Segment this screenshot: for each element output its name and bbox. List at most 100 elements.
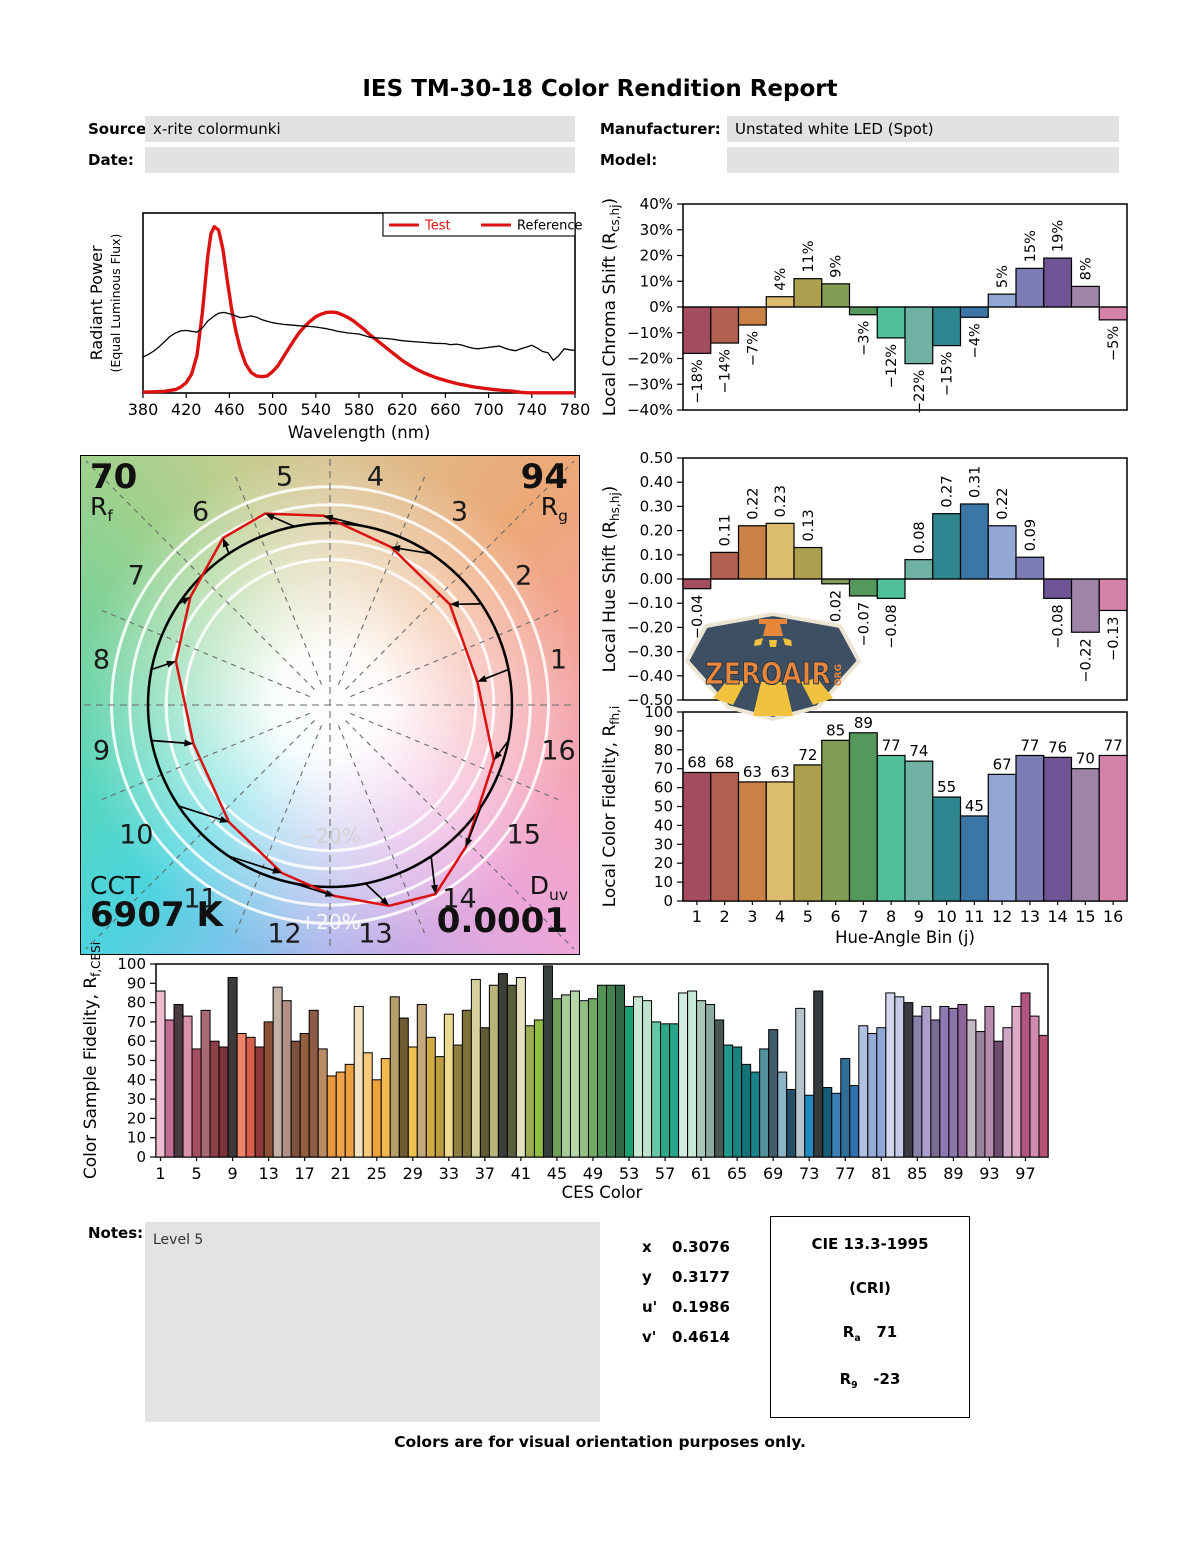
bar — [768, 1029, 779, 1158]
hue-bin-spoke — [98, 712, 310, 802]
hue-bin-number: 1 — [550, 645, 567, 676]
x-axis-label: Wavelength (nm) — [288, 423, 431, 442]
bar-value-label: −15% — [940, 352, 956, 396]
bar — [1070, 578, 1100, 633]
x-axis-label: CES Color — [562, 1183, 643, 1202]
bar — [452, 1044, 463, 1158]
hue-bin-number: 16 — [541, 735, 575, 766]
rg-label: Rg — [540, 492, 568, 525]
plus-20-label: +20% — [299, 910, 360, 934]
bar — [254, 1046, 265, 1158]
bar-value-label: 0.13 — [801, 509, 817, 541]
bar-value-label: 0.11 — [718, 514, 734, 546]
svg-text:80: 80 — [654, 741, 673, 759]
logo-org-text: ORG — [834, 664, 844, 686]
bar — [876, 306, 906, 339]
bar-value-label: 9% — [829, 255, 845, 278]
series-test — [142, 225, 575, 395]
bar — [710, 771, 740, 902]
hue-bin-spoke — [233, 725, 323, 937]
svg-text:Color Sample Fidelity, Rf,CESi: Color Sample Fidelity, Rf,CESi — [81, 942, 103, 1179]
bar — [682, 306, 712, 354]
arrow-head — [184, 739, 194, 747]
svg-text:Local Chroma Shift (Rcs,hj): Local Chroma Shift (Rcs,hj) — [600, 198, 622, 416]
bar — [793, 546, 823, 580]
bar-value-label: 55 — [937, 778, 956, 796]
shift-arrow — [497, 740, 510, 755]
svg-text:−20%: −20% — [627, 350, 673, 368]
bar-value-label: −0.13 — [1106, 616, 1122, 660]
bar — [497, 973, 508, 1158]
bar-value-label: −0.08 — [884, 604, 900, 648]
rg-score-block: 94 Rg — [521, 460, 568, 525]
bar — [551, 998, 562, 1158]
bar — [741, 1063, 752, 1158]
svg-text:0: 0 — [663, 892, 673, 910]
svg-text:0: 0 — [136, 1148, 146, 1166]
hue-bin-spoke — [345, 720, 575, 950]
bar — [813, 990, 824, 1158]
bar — [227, 977, 238, 1158]
notes-text: Level 5 — [153, 1232, 204, 1248]
cri-subtitle: (CRI) — [849, 1279, 891, 1297]
svg-text:−40%: −40% — [627, 401, 673, 419]
svg-text:40: 40 — [654, 816, 673, 834]
cct-block: CCT 6907 K — [90, 873, 223, 932]
svg-text:30: 30 — [127, 1090, 146, 1108]
bar — [317, 1048, 328, 1158]
svg-text:10: 10 — [936, 907, 956, 926]
bar-value-label: −5% — [1106, 326, 1122, 361]
bar — [236, 1032, 247, 1158]
arrow-head — [219, 816, 229, 823]
chromaticity-row: v' 0.4614 — [642, 1328, 730, 1346]
bar — [948, 1007, 959, 1158]
chromaticity-row: x 0.3076 — [642, 1238, 730, 1256]
footer-disclaimer: Colors are for visual orientation purpos… — [394, 1433, 806, 1451]
bar — [308, 1009, 319, 1158]
svg-text:25: 25 — [367, 1164, 387, 1183]
manufacturer-label: Manufacturer: — [600, 120, 721, 138]
bar — [921, 1005, 932, 1158]
arrow-head — [449, 600, 459, 608]
rg-value: 94 — [520, 457, 568, 497]
svg-text:−0.20: −0.20 — [627, 618, 673, 636]
bar — [624, 1005, 635, 1158]
svg-text:90: 90 — [127, 974, 146, 992]
bar — [858, 1025, 869, 1158]
bar — [596, 984, 608, 1158]
date-label: Date: — [88, 151, 134, 169]
bar-value-label: 77 — [1104, 736, 1123, 754]
bar — [587, 998, 598, 1158]
bar-value-label: 68 — [687, 753, 706, 771]
svg-text:17: 17 — [294, 1164, 314, 1183]
bar — [957, 1004, 968, 1158]
bar — [326, 1075, 337, 1158]
arrow-head — [477, 675, 488, 682]
arrow-head — [180, 596, 191, 605]
bar — [416, 1004, 427, 1158]
bar-value-label: 5% — [995, 265, 1011, 288]
svg-text:740: 740 — [517, 400, 548, 419]
bar — [777, 1071, 788, 1158]
bar-value-label: 45 — [965, 797, 984, 815]
bar — [335, 1071, 346, 1158]
bar — [479, 1027, 490, 1158]
bar — [705, 1004, 716, 1158]
bar — [651, 1021, 662, 1158]
bar-value-label: −12% — [884, 344, 900, 388]
svg-text:500: 500 — [257, 400, 288, 419]
bar — [966, 1019, 977, 1158]
bar — [696, 1000, 707, 1158]
svg-text:0.00: 0.00 — [640, 570, 673, 588]
hue-bin-spoke — [85, 460, 315, 690]
svg-text:5: 5 — [803, 907, 813, 926]
bar — [821, 739, 851, 902]
bar-value-label: 8% — [1078, 257, 1094, 280]
hue-bin-spoke — [85, 720, 315, 950]
bar — [669, 1023, 680, 1158]
shift-arrow — [430, 856, 436, 887]
bar — [1020, 992, 1031, 1158]
bar — [362, 1052, 373, 1158]
